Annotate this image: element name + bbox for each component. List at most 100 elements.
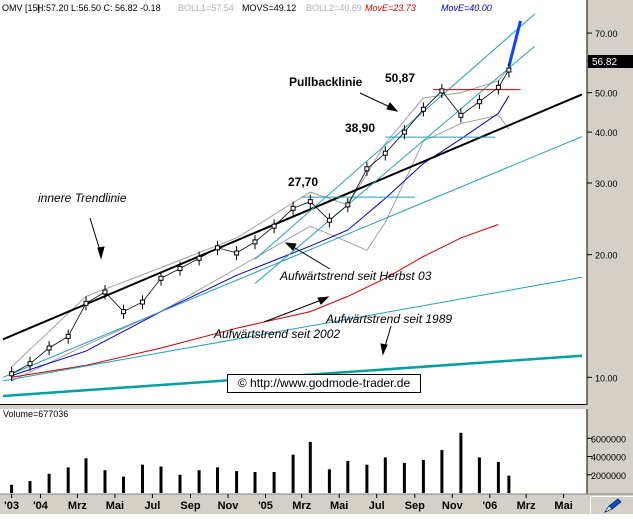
- price-line: [11, 69, 510, 375]
- price-bar: [215, 245, 220, 251]
- volume-bar: [66, 467, 70, 493]
- header-ohlc: H:57.20 L:56.50 C: 56.82 -0.18: [37, 3, 161, 13]
- volume-bar: [383, 457, 387, 493]
- price-bar: [9, 371, 15, 377]
- arrowhead-pullbacklinie: [386, 102, 399, 112]
- volume-bar: [159, 466, 163, 493]
- price-bar: [420, 106, 426, 112]
- volume-axis-label: 2000000: [591, 471, 626, 481]
- pane-separator: [0, 405, 633, 409]
- header-movs: MOVS=49.12: [242, 3, 296, 13]
- x-axis-label: Sep: [180, 500, 200, 512]
- x-axis-label: '06: [482, 500, 497, 512]
- volume-bar: [178, 474, 182, 494]
- annotation-innere-trendlinie: innere Trendlinie: [38, 191, 127, 205]
- series-move: [11, 224, 499, 378]
- x-axis-label: Nov: [218, 500, 240, 512]
- price-axis-label: 40.00: [595, 128, 618, 138]
- price-bar: [271, 223, 277, 229]
- volume-bars-layer: [10, 432, 511, 494]
- volume-bar: [459, 432, 463, 493]
- price-bar: [290, 205, 296, 211]
- x-axis-label: Mai: [106, 500, 124, 512]
- price-bar: [46, 345, 52, 351]
- volume-bar: [440, 450, 444, 493]
- arrow-seit-2002: [263, 298, 325, 323]
- volume-bar: [253, 472, 257, 493]
- trendline-innere-trendlinie: [2, 93, 583, 341]
- pencil-icon: [603, 498, 622, 513]
- volume-bar: [365, 464, 369, 493]
- price-bar: [495, 84, 501, 90]
- volume-bar: [272, 472, 276, 493]
- x-axis-label: '03: [4, 500, 19, 512]
- volume-axis-label: 4000000: [591, 453, 626, 463]
- price-axis-label: 70.00: [595, 29, 618, 39]
- price-bar: [382, 150, 388, 156]
- header-symbol: OMV [15]: [2, 3, 40, 13]
- price-bar: [476, 99, 482, 105]
- arrowhead-seit-1989: [380, 343, 388, 356]
- trendline-layer: [2, 13, 583, 398]
- price-bar: [65, 333, 71, 339]
- x-axis-label: Mrz: [292, 500, 311, 512]
- annotation-seit-1989: Aufwärtstrend seit 1989: [325, 312, 452, 326]
- volume-bar: [327, 469, 331, 493]
- price-axis-label: 30.00: [595, 179, 618, 189]
- series-movs: [11, 95, 510, 377]
- price-bar: [326, 217, 332, 223]
- volume-bar: [477, 457, 481, 493]
- volume-bar: [346, 461, 350, 493]
- arrowhead-herbst-03: [284, 242, 297, 251]
- annotation-herbst-03: Aufwärtstrend seit Herbst 03: [279, 269, 432, 283]
- axes-layer: 10.0020.0030.0040.0050.0060.0070.0020000…: [4, 29, 626, 512]
- price-bar: [439, 88, 445, 94]
- price-axis-label: 20.00: [595, 251, 618, 261]
- volume-bar: [47, 473, 51, 493]
- volume-bar: [235, 471, 239, 493]
- annotation-27-70: 27,70: [288, 175, 318, 189]
- volume-bar: [84, 458, 88, 493]
- price-bar: [140, 299, 145, 305]
- volume-axis-label: 6000000: [591, 434, 626, 444]
- annotation-arrows: [89, 92, 399, 356]
- volume-bar: [402, 462, 406, 493]
- annotation-seit-2002: Aufwärtstrend seit 2002: [213, 327, 340, 341]
- x-axis-label: Mrz: [517, 500, 536, 512]
- x-axis-label: '04: [33, 500, 49, 512]
- arrowhead-innere-trendlinie: [97, 246, 105, 260]
- header-boll1: BOLL1=57.54: [178, 3, 234, 13]
- header-boll2: BOLL2=40.69: [306, 3, 362, 13]
- volume-label: Volume=677036: [3, 409, 68, 419]
- price-bar: [121, 309, 126, 315]
- price-bar: [102, 289, 108, 295]
- volume-bar: [308, 441, 312, 493]
- price-bar: [158, 275, 164, 281]
- trendline-aufw-rtstrend-seit-2002: [2, 276, 583, 382]
- volume-bar: [141, 464, 144, 493]
- volume-bar: [291, 454, 295, 493]
- price-bar: [27, 361, 33, 367]
- volume-bar: [103, 470, 107, 493]
- price-bar: [345, 202, 351, 208]
- last-price-tag: 56.82: [592, 57, 617, 68]
- price-bars-layer: [9, 63, 512, 381]
- volume-bar: [507, 475, 511, 493]
- price-bar: [506, 67, 512, 73]
- x-axis-label: Mrz: [68, 500, 87, 512]
- volume-axis-pane: [587, 409, 633, 494]
- price-bar: [177, 266, 183, 271]
- arrow-pullbacklinie: [359, 92, 393, 109]
- x-axis-label: Mai: [554, 500, 572, 512]
- corner-button[interactable]: [590, 496, 633, 514]
- trendline-channel-mid: [254, 45, 536, 284]
- volume-bar: [10, 484, 14, 493]
- volume-bar: [197, 470, 201, 493]
- price-bar: [83, 300, 89, 306]
- price-axis-label: 50.00: [595, 89, 618, 99]
- price-bar: [458, 112, 464, 118]
- projection-line: [507, 20, 522, 67]
- price-bar: [196, 255, 202, 261]
